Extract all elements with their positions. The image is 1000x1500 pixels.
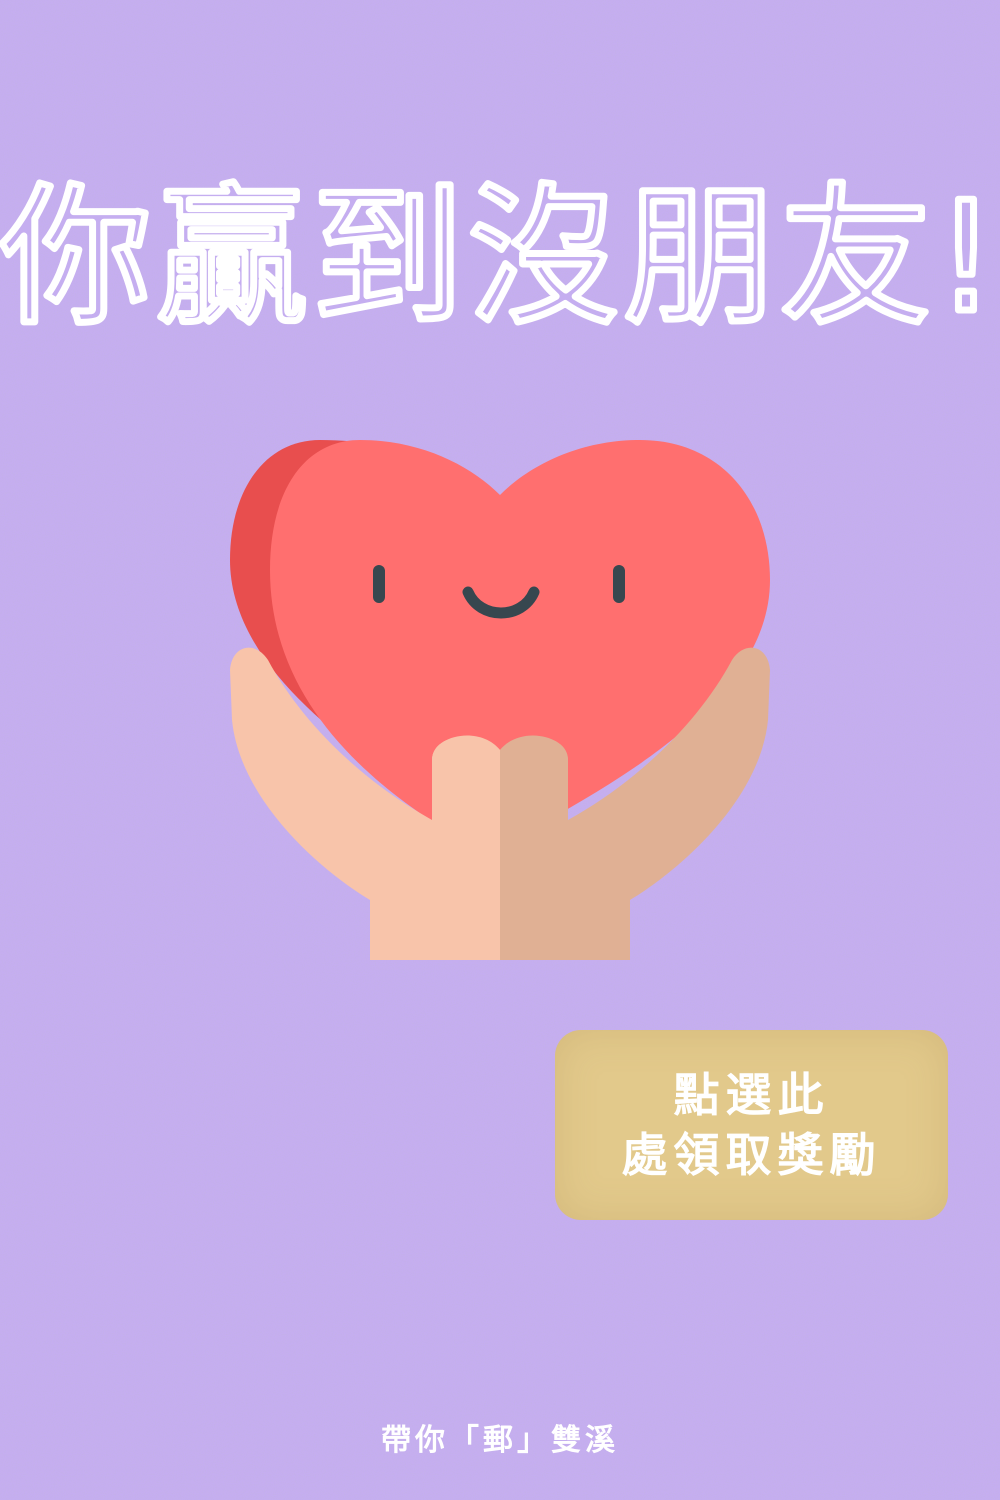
heart-in-hands-illustration [230, 440, 770, 960]
claim-reward-line-1: 點選此 [673, 1068, 830, 1122]
thumbs-right [500, 736, 568, 820]
headline-title-text: 你贏到沒朋友! [0, 169, 1000, 346]
heart-left-eye [373, 565, 385, 603]
left-hand [230, 647, 500, 960]
thumbs [432, 736, 500, 820]
headline-title: 你贏到沒朋友! [0, 166, 1000, 350]
footer-tagline: 帶你「郵」雙溪 [381, 1423, 619, 1458]
claim-reward-line-2: 處領取獎勵 [621, 1128, 882, 1182]
heart-body [270, 440, 770, 830]
heart-right-eye [613, 565, 625, 603]
heart-smile [462, 586, 540, 619]
claim-reward-button[interactable]: 點選此 處領取獎勵 [555, 1030, 948, 1220]
heart-in-hands-icon [230, 440, 770, 960]
right-hand [500, 647, 770, 960]
